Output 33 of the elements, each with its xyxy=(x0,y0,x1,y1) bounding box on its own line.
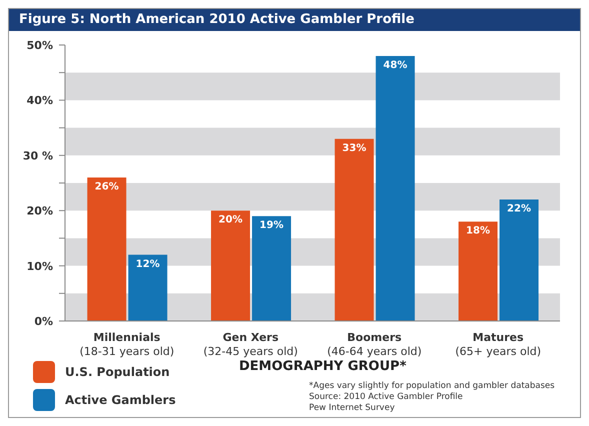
y-tick-label: 50% xyxy=(26,39,53,52)
data-label: 19% xyxy=(260,220,284,232)
data-label: 26% xyxy=(94,182,119,193)
x-tick-label: Millennials (18-31 years old) xyxy=(80,331,174,358)
legend-label: Active Gamblers xyxy=(65,393,176,407)
y-tick-label: 40% xyxy=(26,94,53,108)
data-label: 33% xyxy=(342,142,366,154)
y-tick-label: 10% xyxy=(26,260,53,273)
data-label: 20% xyxy=(218,214,242,226)
data-label: 12% xyxy=(136,258,160,270)
y-tick-label: 0% xyxy=(34,315,53,328)
data-label: 18% xyxy=(466,226,490,237)
y-tick-label: 30 % xyxy=(22,149,53,162)
bar xyxy=(211,210,250,321)
bar xyxy=(458,222,498,321)
legend-label: U.S. Population xyxy=(65,365,170,379)
text: *Ages vary slightly for population and gambler databases xyxy=(309,381,555,392)
source-note: Source: 2010 Active Gambler Profile xyxy=(309,392,464,403)
x-tick-label: Matures (65+ years old) xyxy=(455,331,542,358)
x-tick-label: Gen Xers (32-45 years old) xyxy=(203,331,298,358)
bar xyxy=(87,177,126,321)
bar xyxy=(334,138,374,321)
bar xyxy=(128,254,168,321)
data-label: 48% xyxy=(383,60,408,72)
data-label: 22% xyxy=(507,204,531,215)
x-tick-label: Boomers (46-64 years old) xyxy=(327,331,422,358)
bar xyxy=(252,216,292,321)
text: Pew Internet Survey xyxy=(309,403,396,414)
x-axis-title: DEMOGRAPHY GROUP* xyxy=(239,359,406,374)
chart-title: Figure 5: North American 2010 Active Gambler Profile xyxy=(9,9,580,31)
bar xyxy=(376,56,415,321)
bar xyxy=(500,200,539,321)
y-tick-label: 20% xyxy=(26,204,53,218)
